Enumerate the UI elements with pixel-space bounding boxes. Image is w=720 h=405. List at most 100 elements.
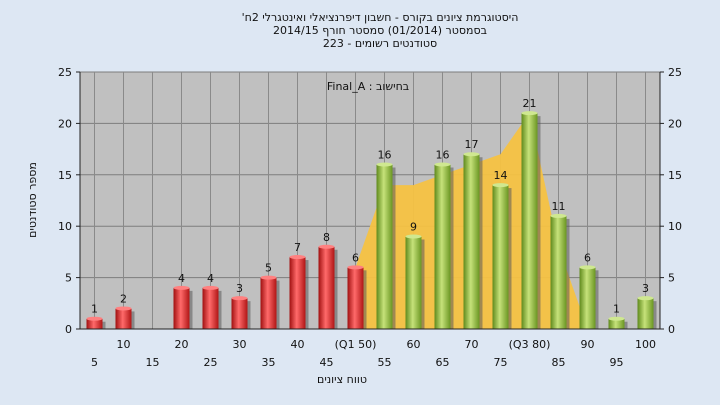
data-label: 11 [552, 200, 566, 213]
y-tick-label: 15 [58, 169, 72, 182]
bars-group [86, 111, 657, 330]
axes [79, 72, 661, 330]
data-label: 7 [294, 241, 301, 254]
bar [231, 298, 248, 329]
data-label: 4 [207, 272, 214, 285]
bar [376, 164, 393, 329]
bar-top [115, 306, 132, 311]
bar-top [318, 244, 335, 249]
x-tick-label: 100 [635, 338, 656, 351]
bar-top [550, 213, 567, 218]
bar-top [434, 162, 451, 167]
bar-top [521, 111, 538, 116]
y-tick-label: 10 [668, 220, 682, 233]
bar [521, 113, 538, 330]
bar-top [202, 285, 219, 290]
bar [202, 287, 219, 329]
data-label: 16 [436, 149, 450, 162]
x-axis-ticks: 5 10 15 20 25 30 35 40 45(Q1 50)55 60 65 70 75(Q3 80… [91, 338, 656, 369]
x-tick-label: 40 [291, 338, 305, 351]
y-tick-label: 5 [65, 272, 72, 285]
x-tick-label: 95 [610, 356, 624, 369]
data-label: 6 [584, 251, 591, 264]
x-tick-label: 65 [436, 356, 450, 369]
bar-top [376, 162, 393, 167]
data-label: 2 [120, 292, 127, 305]
data-label: 14 [494, 169, 508, 182]
data-label: 6 [352, 251, 359, 264]
x-tick-label: 85 [552, 356, 566, 369]
data-label: 3 [236, 282, 243, 295]
bar-top [173, 285, 190, 290]
y-tick-label: 10 [58, 220, 72, 233]
bar-top [86, 316, 103, 321]
y-tick-label: 15 [668, 169, 682, 182]
x-tick-label: 55 [378, 356, 392, 369]
bar [608, 318, 625, 329]
bar-top [347, 265, 364, 270]
x-tick-label: 25 [204, 356, 218, 369]
data-label: 4 [178, 272, 185, 285]
x-tick-label: 5 [91, 356, 98, 369]
bar [463, 154, 480, 329]
chart-title-line-1: היסטוגרמת ציונים בקורס - חשבון דיפרנציאל… [242, 11, 519, 24]
bar [318, 246, 335, 329]
bar [115, 308, 132, 329]
x-axis-title: טווח ציונים [317, 373, 367, 386]
x-tick-label: 75 [494, 356, 508, 369]
x-tick-label: 15 [146, 356, 160, 369]
data-label: 1 [91, 303, 98, 316]
bar-top [289, 255, 306, 260]
data-label: 16 [378, 149, 392, 162]
bar [579, 267, 596, 329]
x-tick-label: 70 [465, 338, 479, 351]
y-tick-label: 25 [668, 66, 682, 79]
x-tick-label: (Q1 50) [335, 338, 377, 351]
data-label: 5 [265, 262, 272, 275]
data-label: 17 [465, 138, 479, 151]
y-axis-right-ticks: 0 5 10 15 20 25 [660, 66, 682, 336]
chart-titles: היסטוגרמת ציונים בקורס - חשבון דיפרנציאל… [242, 11, 519, 50]
bar [347, 267, 364, 329]
y-tick-label: 20 [668, 117, 682, 130]
bar [550, 215, 567, 329]
x-tick-label: 10 [117, 338, 131, 351]
data-label: 21 [523, 97, 537, 110]
bar [289, 257, 306, 329]
bar-top [405, 234, 422, 239]
x-tick-label: 45 [320, 356, 334, 369]
bar-top [260, 275, 277, 280]
value-labels-group: 1 2 4 4 3 5 7 8 6 16 9 16 17 14 21 11 6 1 3 [91, 97, 649, 316]
x-tick-label: (Q3 80) [509, 338, 551, 351]
x-tick-label: 35 [262, 356, 276, 369]
bar [434, 164, 451, 329]
y-tick-label: 0 [668, 323, 675, 336]
y-tick-label: 25 [58, 66, 72, 79]
data-label: 8 [323, 231, 330, 244]
bar [86, 318, 103, 329]
x-tick-label: 30 [233, 338, 247, 351]
bar-top [492, 183, 509, 188]
bar-top [231, 296, 248, 301]
chart-title-line-3: סטודנטים רשומים - 223 [323, 37, 437, 50]
bar [637, 298, 654, 329]
bar [260, 277, 277, 329]
x-tick-label: 90 [581, 338, 595, 351]
x-tick-label: 60 [407, 338, 421, 351]
bar [492, 185, 509, 329]
data-label: 1 [613, 303, 620, 316]
data-label: 3 [642, 282, 649, 295]
chart-title-line-2: בסמסטר (01/2014) סמסטר חורף 2014/15 [273, 24, 487, 37]
x-tick-label: 20 [175, 338, 189, 351]
bar [173, 287, 190, 329]
bar [405, 236, 422, 329]
data-label: 9 [410, 220, 417, 233]
y-tick-label: 20 [58, 117, 72, 130]
y-axis-title: מספר סטודנטים [26, 162, 39, 238]
bar-top [579, 265, 596, 270]
chart-annotation: בחישוב : Final_A [327, 80, 409, 93]
bar-top [608, 316, 625, 321]
bar-top [637, 296, 654, 301]
y-tick-label: 5 [668, 272, 675, 285]
